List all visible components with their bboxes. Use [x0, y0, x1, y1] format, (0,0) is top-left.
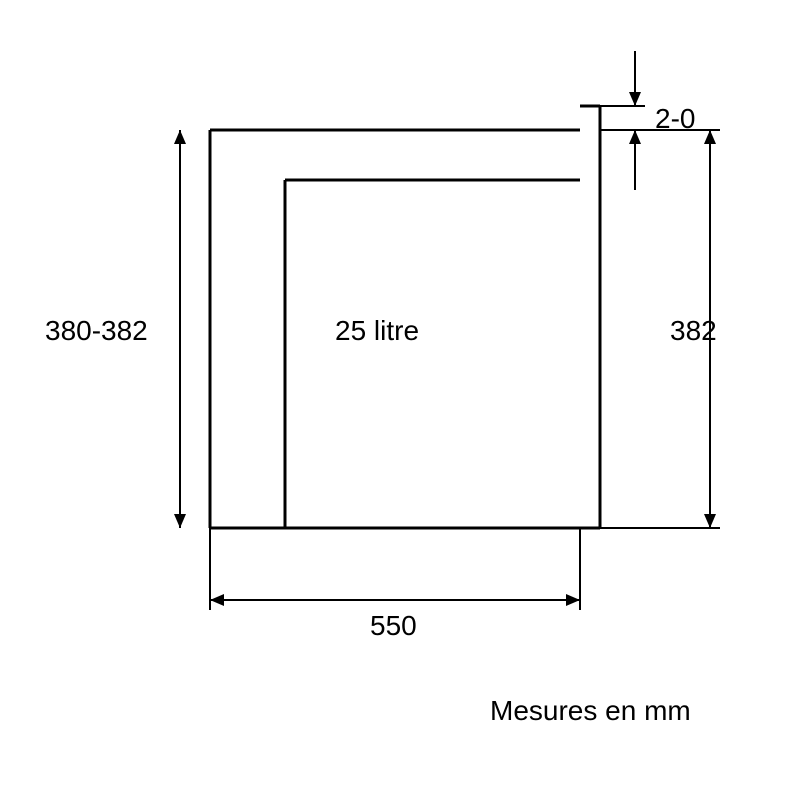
label-height-left: 380-382 [45, 315, 148, 346]
label-gap-top: 2-0 [655, 103, 695, 134]
label-height-right: 382 [670, 315, 717, 346]
label-depth-bottom: 550 [370, 610, 417, 641]
label-volume: 25 litre [335, 315, 419, 346]
dimension-diagram: 380-382 25 litre 2-0 382 550 Mesures en … [0, 0, 800, 800]
label-units-note: Mesures en mm [490, 695, 691, 726]
